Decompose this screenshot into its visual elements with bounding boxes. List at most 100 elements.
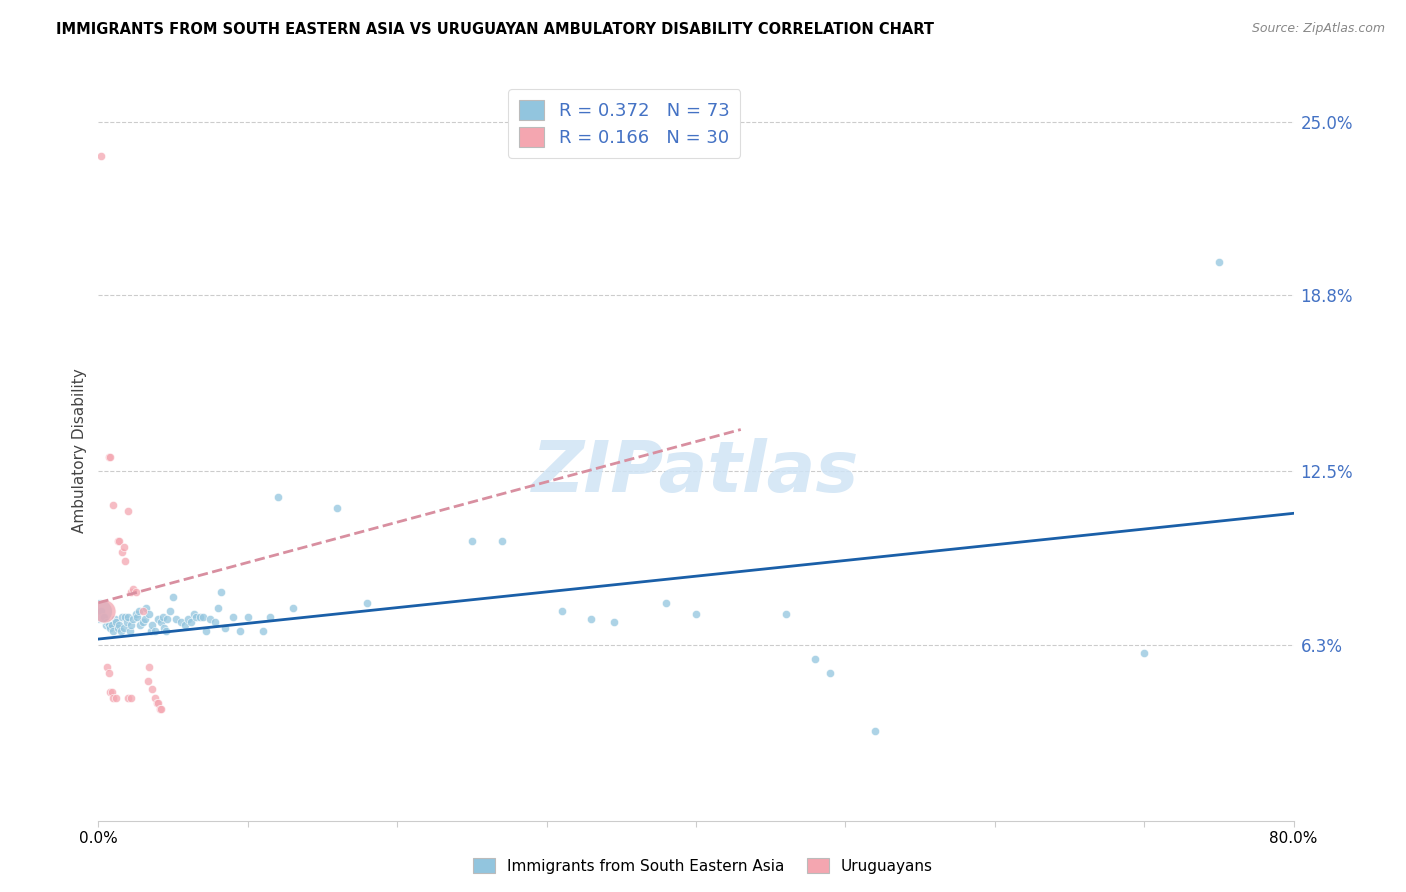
Point — [155, 624, 177, 638]
Point — [97, 450, 120, 465]
Point — [98, 685, 122, 699]
Point — [115, 615, 138, 630]
Point — [281, 601, 304, 615]
Point — [110, 624, 132, 638]
Point — [820, 665, 842, 680]
Point — [461, 534, 484, 549]
Legend: Immigrants from South Eastern Asia, Uruguayans: Immigrants from South Eastern Asia, Urug… — [467, 852, 939, 880]
Point — [775, 607, 797, 621]
Point — [184, 609, 207, 624]
Point — [118, 624, 141, 638]
Point — [174, 618, 197, 632]
Point — [101, 685, 124, 699]
Text: IMMIGRANTS FROM SOUTH EASTERN ASIA VS URUGUAYAN AMBULATORY DISABILITY CORRELATIO: IMMIGRANTS FROM SOUTH EASTERN ASIA VS UR… — [56, 22, 934, 37]
Point — [165, 612, 187, 626]
Point — [136, 673, 159, 688]
Point — [138, 660, 160, 674]
Point — [1208, 255, 1230, 269]
Point — [188, 609, 211, 624]
Point — [121, 612, 143, 626]
Point — [159, 604, 181, 618]
Point — [132, 604, 155, 618]
Point — [603, 615, 626, 630]
Point — [153, 621, 176, 635]
Y-axis label: Ambulatory Disability: Ambulatory Disability — [72, 368, 87, 533]
Point — [111, 545, 134, 559]
Point — [152, 609, 174, 624]
Point — [162, 590, 184, 604]
Point — [143, 624, 166, 638]
Point — [134, 612, 156, 626]
Point — [200, 612, 222, 626]
Point — [94, 618, 117, 632]
Point — [141, 618, 163, 632]
Point — [132, 615, 155, 630]
Point — [108, 534, 131, 549]
Point — [150, 615, 173, 630]
Point — [90, 604, 112, 618]
Point — [326, 500, 349, 515]
Point — [120, 690, 142, 705]
Point — [93, 604, 115, 618]
Point — [191, 609, 214, 624]
Point — [117, 503, 139, 517]
Point — [804, 651, 827, 665]
Point — [169, 615, 191, 630]
Point — [214, 621, 236, 635]
Point — [148, 696, 170, 710]
Point — [267, 490, 290, 504]
Point — [107, 621, 129, 635]
Point — [139, 624, 162, 638]
Point — [127, 609, 149, 624]
Point — [141, 682, 163, 697]
Point — [204, 615, 226, 630]
Point — [105, 615, 128, 630]
Point — [125, 584, 148, 599]
Point — [97, 665, 120, 680]
Point — [107, 534, 129, 549]
Point — [143, 690, 166, 705]
Point — [125, 607, 148, 621]
Point — [685, 607, 707, 621]
Point — [103, 624, 125, 638]
Point — [865, 724, 887, 739]
Point — [97, 618, 120, 632]
Legend: R = 0.372   N = 73, R = 0.166   N = 30: R = 0.372 N = 73, R = 0.166 N = 30 — [508, 89, 741, 158]
Point — [1133, 646, 1156, 660]
Point — [581, 612, 603, 626]
Point — [655, 596, 678, 610]
Point — [117, 690, 139, 705]
Point — [120, 584, 142, 599]
Point — [128, 604, 150, 618]
Point — [98, 450, 122, 465]
Point — [491, 534, 513, 549]
Point — [121, 582, 143, 596]
Point — [207, 601, 229, 615]
Point — [229, 624, 252, 638]
Point — [90, 149, 112, 163]
Point — [98, 621, 122, 635]
Point — [135, 601, 157, 615]
Point — [91, 609, 114, 624]
Point — [156, 612, 179, 626]
Point — [150, 702, 173, 716]
Point — [96, 660, 118, 674]
Point — [89, 604, 111, 618]
Point — [236, 609, 259, 624]
Point — [209, 584, 232, 599]
Point — [252, 624, 274, 638]
Point — [356, 596, 378, 610]
Point — [105, 690, 128, 705]
Point — [112, 621, 135, 635]
Point — [138, 607, 160, 621]
Point — [112, 540, 135, 554]
Point — [114, 554, 136, 568]
Point — [114, 609, 136, 624]
Text: ZIPatlas: ZIPatlas — [533, 438, 859, 508]
Point — [108, 618, 131, 632]
Point — [148, 612, 170, 626]
Point — [149, 702, 172, 716]
Point — [259, 609, 281, 624]
Point — [117, 609, 139, 624]
Text: Source: ZipAtlas.com: Source: ZipAtlas.com — [1251, 22, 1385, 36]
